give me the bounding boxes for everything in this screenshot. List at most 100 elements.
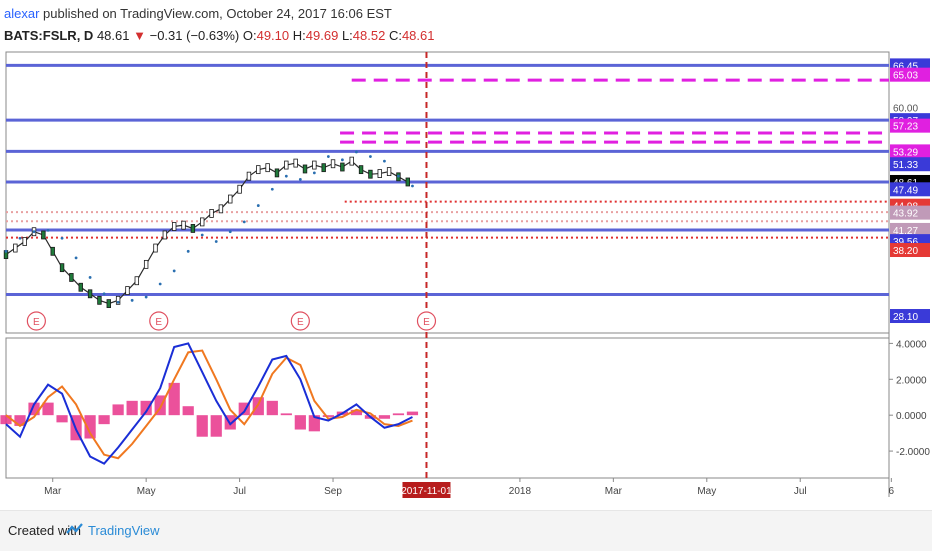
low-value: 48.52 xyxy=(352,28,386,43)
macd-axis-label: 0.0000 xyxy=(896,411,927,422)
high-label: H: xyxy=(292,28,306,43)
macd-histogram-bar xyxy=(154,395,166,416)
candle xyxy=(228,194,233,204)
candle xyxy=(22,237,27,246)
candle xyxy=(106,299,111,308)
created-with-text: Created with xyxy=(8,523,81,538)
macd-histogram-bar xyxy=(392,413,405,416)
candle xyxy=(386,167,392,176)
macd-histogram-bar xyxy=(280,413,292,416)
price-axis-label-bg xyxy=(890,222,930,237)
psar-dot xyxy=(4,249,8,253)
candle xyxy=(200,217,205,227)
candle xyxy=(181,220,186,230)
price-axis-label-bg xyxy=(890,243,930,258)
macd-histogram-bar xyxy=(98,415,110,425)
psar-dot xyxy=(270,187,274,191)
symbol-label: BATS:FSLR, D xyxy=(4,28,94,43)
down-arrow-icon: ▼ xyxy=(133,28,146,43)
publish-line: alexar published on TradingView.com, Oct… xyxy=(4,6,392,21)
price-change: −0.31 (−0.63%) xyxy=(149,28,240,43)
time-axis-label: May xyxy=(137,486,156,497)
price-axis-label: 38.20 xyxy=(893,246,918,257)
macd-histogram-bar xyxy=(350,409,363,416)
price-axis-label-bg xyxy=(890,182,930,197)
psar-dot xyxy=(144,295,148,299)
macd-histogram-bar xyxy=(14,415,26,426)
candle xyxy=(69,273,74,282)
tradingview-logo-icon xyxy=(66,523,83,534)
macd-histogram-bar xyxy=(210,415,222,437)
psar-dot xyxy=(102,292,106,296)
candle xyxy=(284,160,289,170)
macd-pane-frame xyxy=(5,337,890,479)
candle xyxy=(115,295,121,305)
earnings-marker[interactable] xyxy=(290,311,310,331)
open-value: 49.10 xyxy=(256,28,290,43)
macd-histogram-bar xyxy=(0,415,12,425)
macd-signal-line xyxy=(5,349,413,460)
psar-dot xyxy=(158,282,162,286)
close-value: 48.61 xyxy=(401,28,435,43)
candle xyxy=(13,243,18,253)
time-axis-label: Mar xyxy=(605,486,623,497)
earnings-label: E xyxy=(33,317,40,328)
earnings-marker[interactable] xyxy=(26,311,46,331)
price-axis-label-bg xyxy=(890,309,930,324)
macd-line xyxy=(5,342,413,465)
tradingview-brand-link[interactable]: TradingView xyxy=(88,523,160,538)
psar-dot xyxy=(397,174,400,178)
chart-canvas[interactable]: EEEE66.4565.0360.0058.0757.2353.2951.334… xyxy=(0,0,932,510)
macd-axis-label: 4.0000 xyxy=(896,339,927,350)
last-price: 48.61 xyxy=(96,28,130,43)
psar-dot xyxy=(32,230,36,234)
psar-dot xyxy=(214,240,218,243)
earnings-label: E xyxy=(423,317,430,328)
macd-histogram-bar xyxy=(266,400,278,416)
candle xyxy=(97,295,102,305)
macd-histogram-bar xyxy=(322,415,334,417)
price-axis-label: 39.56 xyxy=(893,237,918,248)
candle xyxy=(50,246,55,256)
price-axis-label: 60.00 xyxy=(893,104,918,115)
candle xyxy=(125,286,130,295)
time-axis-label: Jul xyxy=(794,486,807,497)
price-axis-label-bg xyxy=(890,67,930,82)
candle xyxy=(293,158,298,168)
psar-dot xyxy=(130,298,134,302)
candle xyxy=(256,165,261,175)
macd-histogram-bar xyxy=(238,402,250,416)
candle xyxy=(143,259,149,269)
macd-histogram-bar xyxy=(308,415,320,432)
candle xyxy=(405,177,410,187)
time-axis-label: Mar xyxy=(44,486,62,497)
psar-dot xyxy=(312,171,316,175)
earnings-marker[interactable] xyxy=(149,311,169,331)
macd-histogram-bar xyxy=(196,415,208,437)
time-axis-label: May xyxy=(697,486,716,497)
time-axis-label: Jul xyxy=(233,486,246,497)
macd-histogram-bar xyxy=(182,406,194,416)
author-link[interactable]: alexar xyxy=(4,6,40,21)
date-marker-label: 2017-11-01 xyxy=(401,486,452,497)
price-axis-label-bg xyxy=(890,205,930,220)
candle xyxy=(134,276,140,286)
price-axis-label-bg xyxy=(890,157,930,172)
macd-axis-label: 2.0000 xyxy=(896,375,927,386)
psar-dot xyxy=(228,230,232,234)
candle xyxy=(237,184,242,194)
macd-histogram-bar xyxy=(168,382,180,416)
candle xyxy=(209,209,214,218)
chart-header: alexar published on TradingView.com, Oct… xyxy=(4,4,904,48)
open-label: O: xyxy=(242,28,257,43)
earnings-label: E xyxy=(155,317,162,328)
psar-dot xyxy=(242,220,246,224)
earnings-marker[interactable] xyxy=(416,311,437,331)
close-label: C: xyxy=(388,28,402,43)
candle xyxy=(171,222,177,231)
price-axis-label: 65.03 xyxy=(893,71,918,82)
psar-dot xyxy=(186,249,190,253)
psar-dot xyxy=(88,276,92,279)
macd-histogram-bar xyxy=(56,415,68,423)
psar-dot xyxy=(256,204,260,207)
